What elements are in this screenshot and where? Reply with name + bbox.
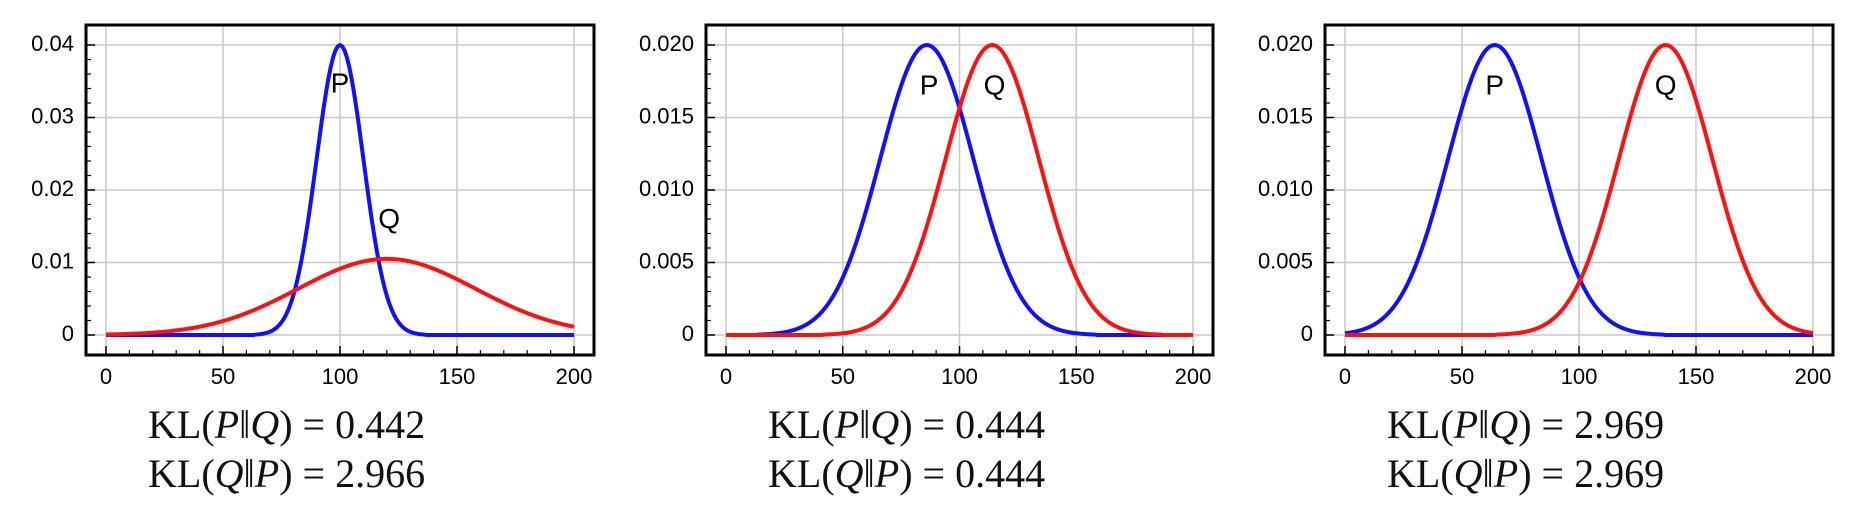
x-tick-label: 0 [720,364,732,389]
curve-label-P: P [1485,69,1504,100]
x-tick-label: 200 [1175,364,1212,389]
curve-label-Q: Q [984,69,1006,100]
y-tick-label: 0.04 [31,31,74,56]
x-tick-label: 200 [556,364,593,389]
series-P-line [106,43,574,337]
x-tick-label: 50 [1450,364,1474,389]
kl-p-q-annotation: KL(P‖Q) = 2.969 [1387,402,1664,447]
y-tick-label: 0.005 [639,248,694,273]
chart-panel-3: P Q 0 50 100 150 200 0 0.005 0.010 0.015 0.020 KL(P‖… [1258,23,1835,496]
x-tick-label: 0 [100,364,112,389]
x-tick-label: 100 [322,364,359,389]
curve-label-Q: Q [378,203,400,234]
series-P-line [1344,43,1813,337]
x-tick-label: 200 [1795,364,1832,389]
y-tick-label: 0.010 [1258,176,1313,201]
y-tick-label: 0.015 [639,103,694,128]
curve-label-P: P [331,67,350,98]
y-tick-label: 0.02 [31,176,74,201]
x-tick-label: 100 [1561,364,1598,389]
y-tick-label: 0 [62,321,74,346]
y-tick-label: 0.015 [1258,103,1313,128]
kl-q-p-annotation: KL(Q‖P) = 2.966 [148,451,425,496]
x-tick-label: 50 [211,364,235,389]
kl-q-p-annotation: KL(Q‖P) = 2.969 [1387,451,1664,496]
y-tick-label: 0.01 [31,248,74,273]
y-tick-label: 0.005 [1258,248,1313,273]
y-tick-label: 0.010 [639,176,694,201]
y-tick-label: 0.020 [639,31,694,56]
kl-p-q-annotation: KL(P‖Q) = 0.444 [768,402,1045,447]
x-tick-label: 100 [941,364,978,389]
curve-label-P: P [920,69,939,100]
x-tick-label: 50 [831,364,855,389]
chart-panel-2: P Q 0 50 100 150 200 0 0.005 0.010 0.015 0.020 KL(P‖… [639,23,1215,496]
curve-label-Q: Q [1655,69,1677,100]
x-tick-label: 150 [439,364,476,389]
x-tick-label: 150 [1678,364,1715,389]
y-tick-label: 0.03 [31,103,74,128]
x-tick-label: 150 [1058,364,1095,389]
y-tick-label: 0 [1301,321,1313,346]
x-tick-label: 0 [1339,364,1351,389]
series-Q-line [1345,43,1814,337]
kl-p-q-annotation: KL(P‖Q) = 0.442 [148,402,425,447]
chart-panel-1: P Q 0 50 100 150 200 0 0.01 0.02 0.03 0.04 KL(P‖Q) =… [31,23,596,496]
series-Q-line [105,256,575,337]
y-tick-label: 0.020 [1258,31,1313,56]
kl-q-p-annotation: KL(Q‖P) = 0.444 [768,451,1045,496]
series-Q-line [726,43,1193,337]
y-tick-label: 0 [682,321,694,346]
